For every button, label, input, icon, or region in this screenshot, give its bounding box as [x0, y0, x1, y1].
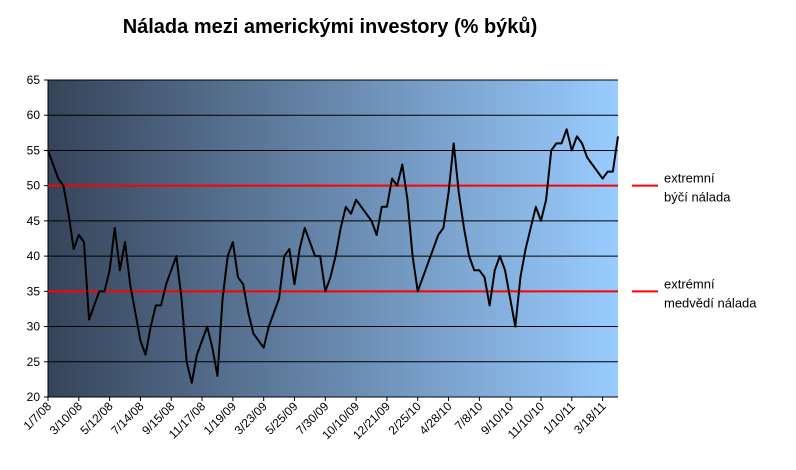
y-tick-label: 60	[27, 108, 41, 122]
reference-label: býčí nálada	[664, 190, 731, 205]
data-line	[47, 128, 619, 384]
x-tick-label: 3/23/09	[232, 399, 270, 437]
y-tick-label: 30	[27, 320, 41, 334]
x-tick-label: 1/19/09	[201, 399, 239, 437]
y-tick-label: 35	[27, 284, 41, 298]
y-tick-label: 40	[27, 249, 41, 263]
chart-title: Nálada mezi americkými investory (% býků…	[123, 16, 538, 38]
reference-label: medvědí nálada	[664, 295, 757, 310]
y-tick-label: 20	[27, 390, 41, 404]
x-tick-label: 2/25/10	[386, 399, 424, 437]
y-tick-label: 25	[27, 355, 41, 369]
y-tick-label: 45	[27, 214, 41, 228]
plot-background	[48, 80, 618, 397]
y-tick-label: 65	[27, 73, 41, 87]
x-tick-label: 1/10/11	[540, 399, 578, 437]
x-tick-label: 5/12/08	[78, 399, 116, 437]
y-tick-label: 50	[27, 179, 41, 193]
y-tick-label: 55	[27, 143, 41, 157]
x-tick-label: 4/28/10	[416, 399, 454, 437]
x-tick-label: 3/10/08	[47, 399, 85, 437]
reference-label: extremní	[664, 171, 715, 186]
x-tick-label: 3/18/11	[571, 399, 609, 437]
reference-label: extrémní	[664, 276, 715, 291]
x-tick-label: 5/25/09	[262, 399, 300, 437]
x-tick-label: 7/14/08	[108, 399, 146, 437]
